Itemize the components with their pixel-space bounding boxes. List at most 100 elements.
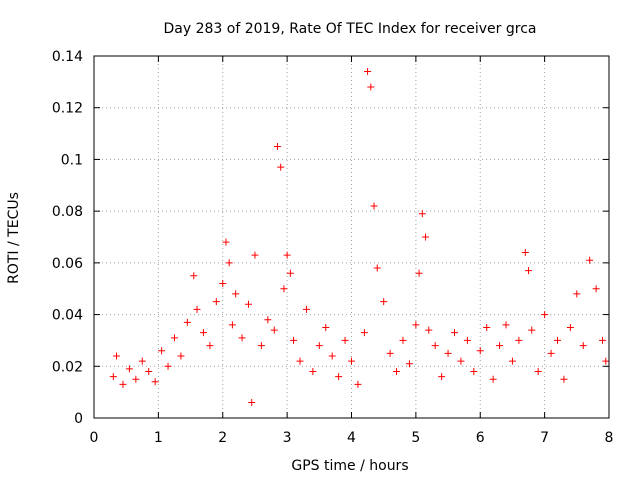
data-point xyxy=(232,290,240,298)
data-point xyxy=(302,305,310,313)
data-point xyxy=(489,375,497,383)
x-tick-label: 2 xyxy=(218,430,227,446)
data-point xyxy=(264,316,272,324)
data-point xyxy=(228,321,236,329)
data-point xyxy=(412,321,420,329)
y-tick-label: 0.12 xyxy=(52,101,83,117)
data-point xyxy=(592,285,600,293)
data-point xyxy=(280,285,288,293)
data-point xyxy=(190,272,198,280)
data-point xyxy=(248,398,256,406)
data-point xyxy=(322,324,330,331)
data-point xyxy=(534,367,542,375)
data-point xyxy=(199,329,207,337)
data-point xyxy=(273,143,281,150)
data-point xyxy=(457,357,465,365)
data-point xyxy=(222,238,230,246)
data-point xyxy=(386,349,394,357)
y-tick-label: 0.14 xyxy=(52,49,83,65)
data-point xyxy=(573,290,581,298)
x-tick-label: 5 xyxy=(411,430,420,446)
data-point xyxy=(431,342,439,350)
data-point xyxy=(335,373,343,381)
data-point xyxy=(399,336,407,344)
data-point xyxy=(283,251,291,259)
data-point xyxy=(245,300,252,308)
data-point xyxy=(438,373,446,381)
data-point xyxy=(164,362,172,370)
data-point xyxy=(315,342,323,350)
data-point xyxy=(586,256,594,264)
data-point xyxy=(328,352,336,360)
data-point xyxy=(109,373,117,381)
data-point xyxy=(290,336,298,344)
data-point xyxy=(193,305,201,313)
data-point xyxy=(502,321,510,329)
data-point xyxy=(125,365,133,373)
data-point xyxy=(470,367,478,375)
data-point xyxy=(158,347,166,355)
x-axis-label: GPS time / hours xyxy=(291,458,408,474)
data-point xyxy=(296,357,304,365)
data-point xyxy=(560,375,568,383)
data-point xyxy=(370,202,378,210)
data-point xyxy=(405,360,413,368)
data-point xyxy=(547,349,555,357)
x-tick-label: 7 xyxy=(540,430,549,446)
data-point xyxy=(451,329,458,337)
data-point xyxy=(599,336,607,344)
data-point xyxy=(364,68,372,76)
x-tick-label: 6 xyxy=(476,430,485,446)
data-point xyxy=(418,210,426,218)
y-axis-label: ROTI / TECUs xyxy=(6,192,22,284)
data-point xyxy=(257,342,265,350)
x-tick-label: 0 xyxy=(90,430,99,446)
chart-title: Day 283 of 2019, Rate Of TEC Index for r… xyxy=(164,21,537,37)
data-point xyxy=(422,233,430,241)
y-tick-label: 0.02 xyxy=(52,359,83,375)
y-tick-label: 0.08 xyxy=(52,204,83,220)
data-point xyxy=(528,326,536,334)
data-point xyxy=(219,280,227,288)
data-point xyxy=(177,352,185,360)
y-tick-label: 0.06 xyxy=(52,256,83,272)
data-point xyxy=(277,163,285,171)
data-point xyxy=(521,249,529,257)
y-tick-label: 0.1 xyxy=(61,152,83,168)
x-tick-label: 1 xyxy=(154,430,163,446)
data-point xyxy=(206,342,214,350)
data-point xyxy=(373,264,381,272)
x-tick-label: 8 xyxy=(605,430,614,446)
data-point xyxy=(415,269,423,277)
x-tick-label: 4 xyxy=(347,430,356,446)
data-point xyxy=(238,334,246,342)
y-axis-ticks: 0 0.02 0.04 0.06 0.08 0.1 0.12 0.14 xyxy=(52,49,609,427)
data-point xyxy=(151,378,159,386)
data-point xyxy=(463,336,471,344)
data-point xyxy=(602,357,610,365)
data-point xyxy=(119,380,127,388)
data-point xyxy=(444,349,452,357)
data-point xyxy=(425,326,433,334)
data-point xyxy=(270,326,278,334)
data-point xyxy=(354,380,362,388)
data-point xyxy=(476,347,484,355)
data-point xyxy=(286,269,294,277)
data-point xyxy=(360,329,368,337)
data-point xyxy=(132,375,140,383)
data-point xyxy=(251,251,259,259)
data-point xyxy=(183,318,191,326)
data-point xyxy=(554,336,561,344)
data-point xyxy=(566,324,574,331)
data-point xyxy=(579,342,587,350)
data-points xyxy=(109,68,610,406)
data-point xyxy=(380,298,388,306)
data-point xyxy=(113,352,121,360)
x-tick-label: 3 xyxy=(283,430,292,446)
y-tick-label: 0 xyxy=(74,411,83,427)
data-point xyxy=(525,267,533,275)
data-point xyxy=(348,357,355,365)
data-point xyxy=(496,342,504,350)
data-point xyxy=(170,334,178,342)
